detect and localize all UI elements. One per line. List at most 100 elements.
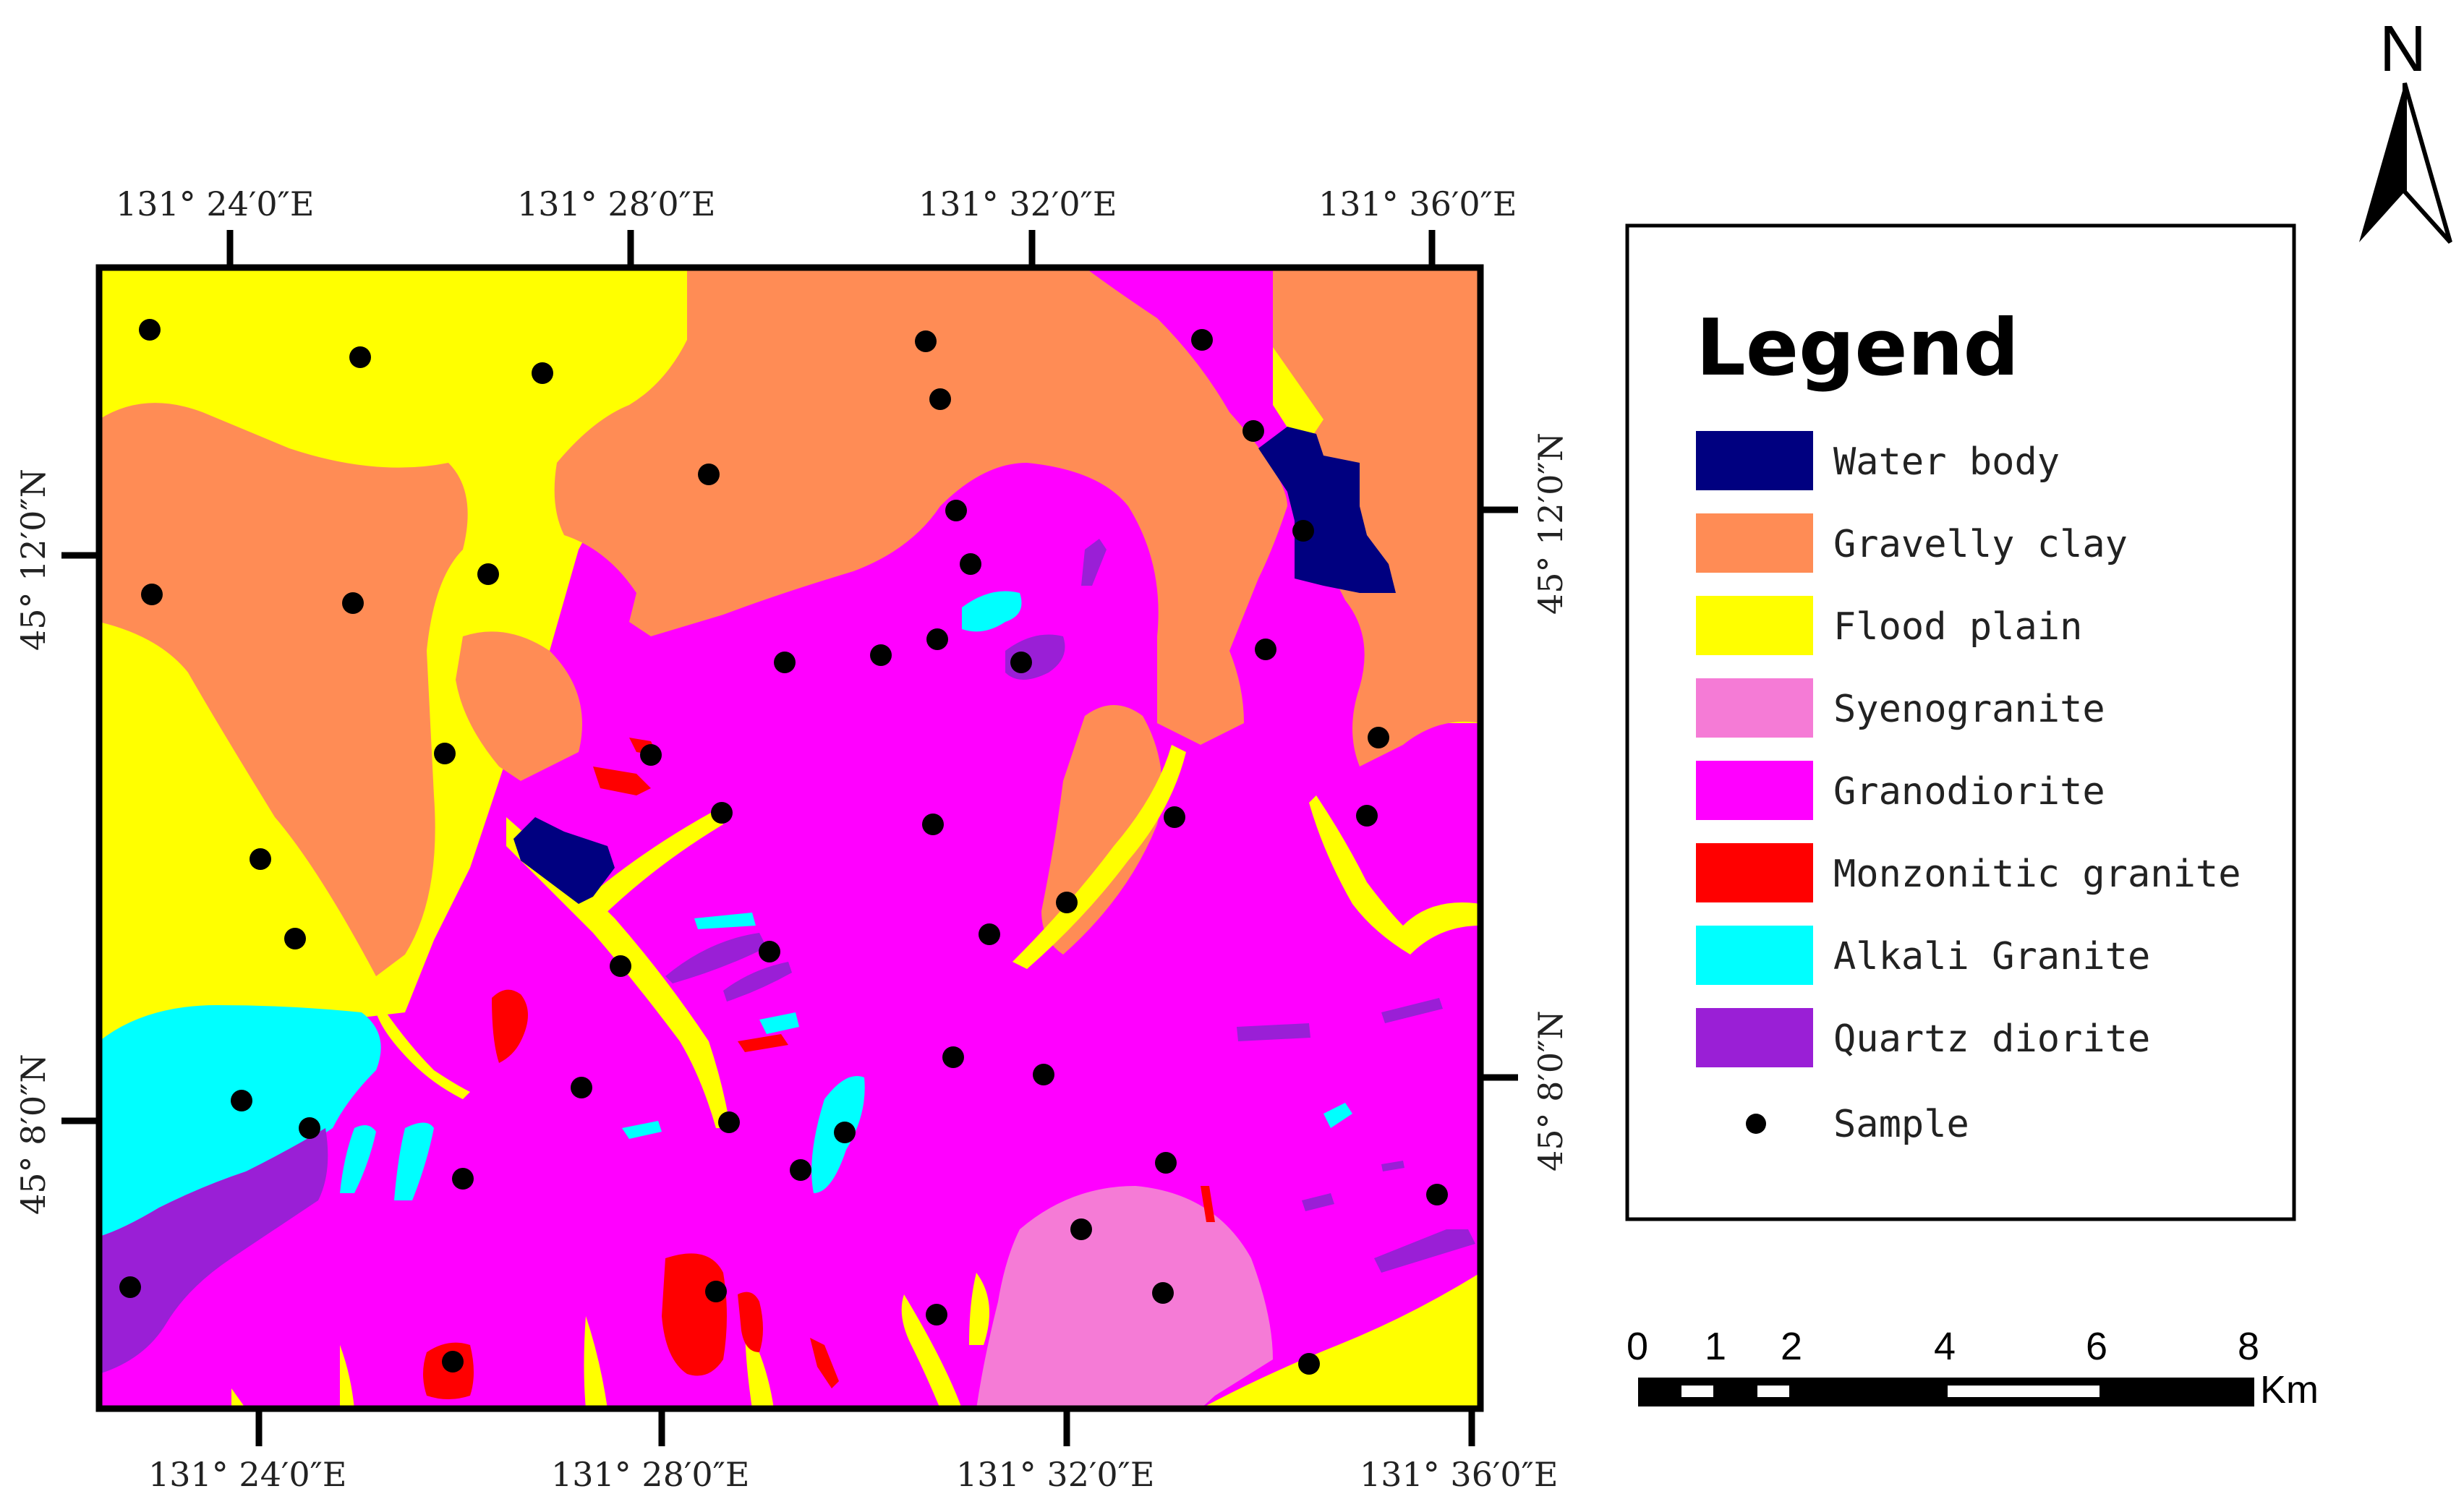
water-body-unit — [513, 817, 615, 904]
coord-label-bottom-2: 131° 28′0″E — [551, 1455, 749, 1494]
gravelly-clay-unit — [1041, 705, 1162, 955]
sample-point — [945, 500, 967, 521]
sample-points — [119, 319, 1448, 1375]
quartz-diorite-unit — [723, 962, 792, 1002]
sample-point — [231, 1090, 252, 1111]
quartz-diorite-unit — [1381, 998, 1443, 1023]
gravelly-clay-unit — [456, 631, 582, 781]
legend-label: Alkali Granite — [1833, 935, 2150, 978]
sample-point — [926, 628, 948, 650]
sample-point — [141, 584, 163, 605]
sample-point — [711, 802, 733, 824]
sample-point — [119, 1276, 141, 1298]
sample-point — [250, 848, 271, 870]
sample-point — [434, 743, 456, 764]
flood-plain-unit — [1201, 1273, 1480, 1409]
legend-label: Syenogranite — [1833, 688, 2105, 731]
legend: Legend Water body Gravelly clay Flood plai… — [1625, 223, 2296, 1221]
monzonitic-granite-unit — [593, 767, 651, 795]
sample-point — [1298, 1353, 1320, 1375]
sample-point — [926, 1304, 947, 1325]
sample-point — [1356, 805, 1378, 827]
scale-unit: Km — [2260, 1368, 2319, 1412]
map-frame — [95, 264, 1484, 1412]
flood-plain-unit — [340, 1345, 354, 1409]
flood-plain-unit — [584, 1316, 608, 1409]
sample-point — [1056, 892, 1078, 913]
legend-title: Legend — [1696, 303, 2019, 393]
sample-point — [1255, 639, 1276, 660]
sample-point — [532, 362, 553, 384]
sample-point — [1292, 520, 1314, 542]
scale-bar-segment-white — [1948, 1386, 2099, 1397]
coord-label-bottom-4: 131° 36′0″E — [1360, 1455, 1558, 1494]
sample-point — [349, 346, 371, 368]
sample-point — [1152, 1282, 1174, 1304]
coord-label-top-4: 131° 36′0″E — [1318, 184, 1517, 223]
scale-bar-segment-white — [1757, 1386, 1789, 1397]
flood-plain-unit — [506, 817, 730, 1128]
legend-label: Water body — [1833, 440, 2060, 484]
legend-sample-label: Sample — [1833, 1103, 1969, 1146]
sample-point — [834, 1122, 856, 1143]
sample-point — [1010, 652, 1032, 673]
sample-point — [1242, 420, 1264, 442]
alkali-granite-unit — [962, 591, 1022, 632]
flood-plain-unit — [1013, 745, 1186, 969]
monzonitic-granite-unit — [492, 989, 528, 1063]
legend-label: Gravelly clay — [1833, 523, 2128, 566]
sample-point — [942, 1046, 964, 1068]
scale-label: 1 — [1705, 1325, 1726, 1368]
legend-swatch — [1696, 431, 1813, 490]
sample-point — [1155, 1152, 1177, 1174]
sample-point — [790, 1159, 811, 1181]
flood-plain-unit — [571, 810, 723, 926]
flood-plain-unit — [376, 998, 470, 1099]
scale-label: 0 — [1627, 1325, 1648, 1368]
north-arrow-icon-outline — [2403, 82, 2452, 244]
sample-point — [705, 1281, 727, 1302]
coord-label-left-1: 45° 12′0″N — [14, 469, 53, 651]
coordinate-ticks — [61, 230, 1518, 1446]
sample-point — [299, 1117, 320, 1139]
legend-label: Granodiorite — [1833, 770, 2105, 814]
legend-sample-marker — [1746, 1114, 1766, 1134]
map-area — [99, 268, 1480, 1409]
sample-point — [979, 923, 1000, 945]
scale-label: 2 — [1781, 1325, 1802, 1368]
legend-swatch — [1696, 1008, 1813, 1067]
sample-point — [442, 1351, 464, 1372]
sample-point — [1426, 1184, 1448, 1205]
alkali-granite-unit — [340, 1125, 376, 1193]
monzonitic-granite-unit — [738, 1034, 788, 1052]
scale-label: 4 — [1934, 1325, 1956, 1368]
sample-point — [640, 744, 662, 766]
coord-label-right-2: 45° 8′0″N — [1531, 1010, 1570, 1171]
monzonitic-granite-unit — [738, 1292, 763, 1352]
alkali-granite-unit — [759, 1012, 799, 1034]
flood-plain-unit — [231, 1388, 246, 1409]
coord-label-right-1: 45° 12′0″N — [1531, 432, 1570, 615]
legend-label: Quartz diorite — [1833, 1017, 2150, 1061]
quartz-diorite-unit — [665, 933, 767, 983]
coord-label-top-3: 131° 32′0″E — [918, 184, 1117, 223]
north-arrow: N — [2359, 13, 2452, 244]
sample-point — [698, 464, 720, 485]
coord-label-top-1: 131° 24′0″E — [116, 184, 314, 223]
gravelly-clay-unit — [99, 403, 468, 976]
legend-swatch — [1696, 761, 1813, 820]
flood-plain-unit — [969, 1273, 989, 1345]
sample-point — [870, 644, 892, 666]
sample-point — [1033, 1064, 1054, 1085]
gravelly-clay-unit — [1273, 268, 1480, 767]
sample-point — [915, 330, 937, 352]
alkali-granite-unit — [694, 913, 756, 929]
sample-point — [922, 814, 944, 835]
sample-point — [718, 1111, 740, 1133]
coord-label-bottom-1: 131° 24′0″E — [148, 1455, 346, 1494]
sample-point — [774, 652, 796, 673]
quartz-diorite-unit — [99, 1128, 328, 1374]
legend-items: Water body Gravelly clay Flood plain Syenog… — [1696, 431, 2241, 1067]
coord-label-bottom-3: 131° 32′0″E — [956, 1455, 1154, 1494]
